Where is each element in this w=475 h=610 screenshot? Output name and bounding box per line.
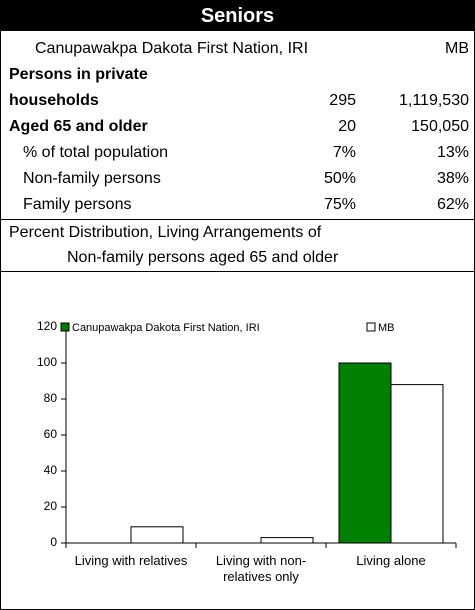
y-tick-label: 20 [44, 499, 58, 513]
divider [1, 271, 474, 272]
row-label: Persons in private [9, 66, 148, 83]
y-tick-label: 40 [44, 463, 58, 477]
y-tick-label: 60 [44, 427, 58, 441]
row-value: 50% [323, 170, 356, 187]
y-tick-label: 0 [50, 535, 57, 549]
row-value: 1,119,530 [399, 92, 469, 109]
row-value: 7% [332, 144, 356, 161]
x-tick-label: Living with non-relatives only [215, 553, 307, 584]
row-value: MB [445, 40, 469, 57]
row-label: Non-family persons [23, 170, 161, 187]
bar [260, 537, 314, 544]
row-label: % of total population [23, 144, 168, 161]
legend-swatch [366, 322, 376, 332]
x-tick-label: Living alone [356, 553, 426, 568]
x-tick-label: Living with relatives [74, 553, 188, 568]
bar [130, 526, 184, 544]
chart: 0 20 40 60 80 100 120 Canupawakpa Dakota First … [37, 319, 457, 549]
bar [338, 362, 392, 544]
row-value: 75% [323, 196, 356, 213]
y-tick-label: 120 [37, 319, 57, 333]
divider [1, 219, 474, 220]
row-value: 38% [436, 170, 469, 187]
row-label: Canupawakpa Dakota First Nation, IRI [35, 40, 309, 57]
legend-label: Canupawakpa Dakota First Nation, IRI [72, 322, 260, 334]
row-value: 20 [338, 118, 356, 135]
y-tick-label: 100 [37, 355, 57, 369]
row-value: 13% [436, 144, 469, 161]
row-label: Family persons [23, 196, 132, 213]
subtitle: Percent Distribution, Living Arrangement… [9, 224, 322, 241]
row-label: Aged 65 and older [9, 118, 148, 135]
header: Seniors [1, 1, 474, 31]
y-tick-label: 80 [44, 391, 58, 405]
bar [390, 384, 444, 544]
row-value: 62% [436, 196, 469, 213]
subtitle: Non-family persons aged 65 and older [67, 249, 339, 266]
row-value: 295 [329, 92, 356, 109]
row-label: households [9, 92, 99, 109]
legend-swatch [60, 322, 70, 332]
legend-label: MB [378, 322, 395, 334]
row-value: 150,050 [411, 118, 469, 135]
